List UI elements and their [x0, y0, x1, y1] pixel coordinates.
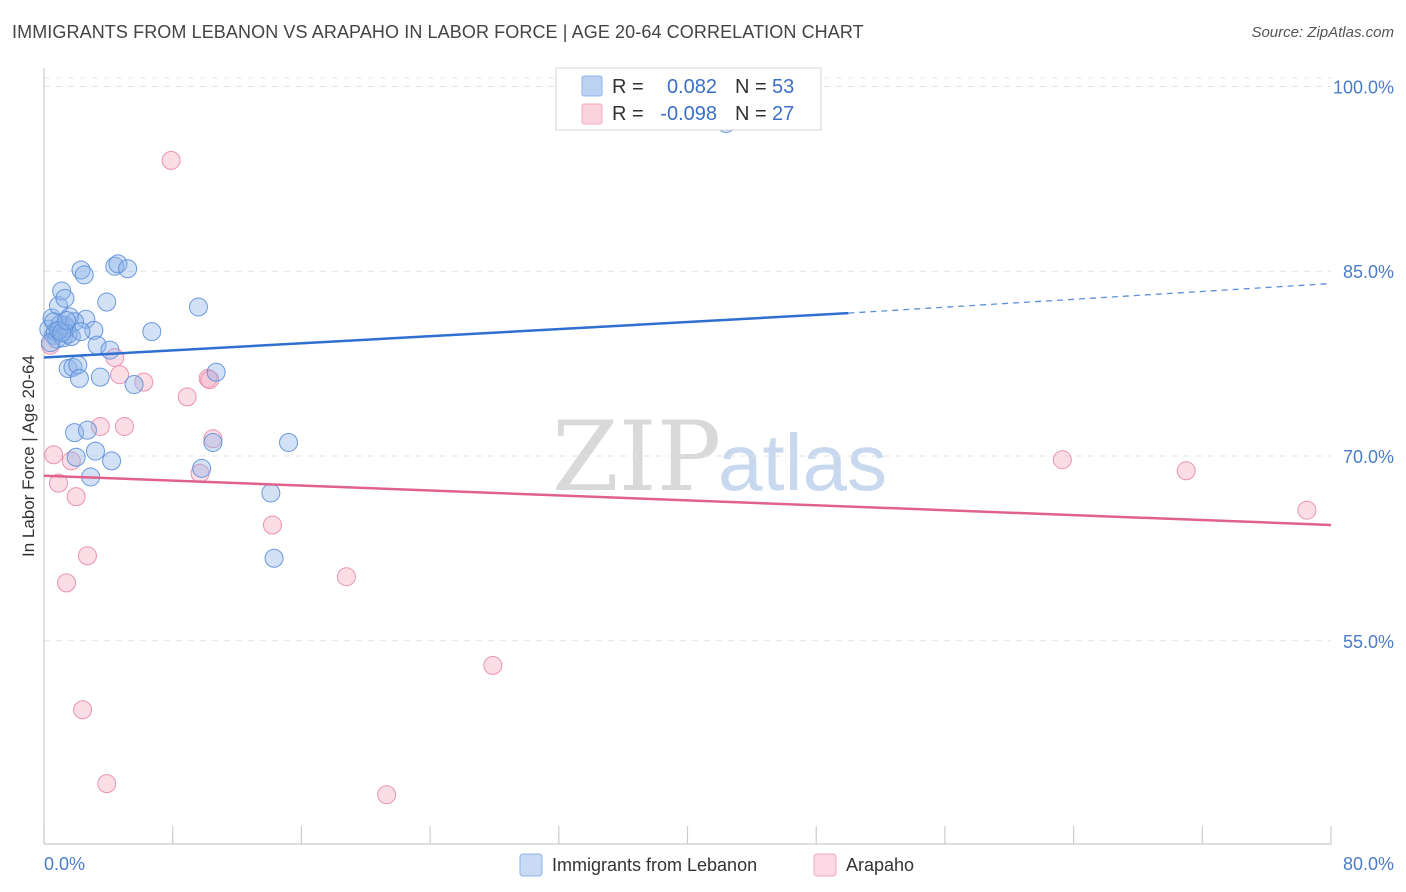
- y-tick-label: 100.0%: [1333, 77, 1394, 97]
- x-tick-label-min: 0.0%: [44, 854, 85, 874]
- point-arapaho: [97, 774, 117, 794]
- bottom-legend-label-lebanon: Immigrants from Lebanon: [552, 855, 757, 875]
- point-immigrants-from-lebanon: [100, 340, 120, 360]
- point-immigrants-from-lebanon: [102, 451, 122, 471]
- point-immigrants-from-lebanon: [142, 322, 162, 342]
- point-immigrants-from-lebanon: [124, 375, 144, 395]
- point-immigrants-from-lebanon: [77, 420, 97, 440]
- point-immigrants-from-lebanon: [69, 368, 89, 388]
- point-immigrants-from-lebanon: [48, 320, 68, 340]
- point-immigrants-from-lebanon: [55, 288, 75, 308]
- point-immigrants-from-lebanon: [66, 447, 86, 467]
- watermark-atlas: atlas: [718, 418, 887, 507]
- point-immigrants-from-lebanon: [52, 323, 72, 343]
- legend-r-value-arapaho: -0.098: [660, 103, 717, 125]
- watermark: ZIP atlas: [552, 401, 887, 513]
- legend-n-value-arapaho: 27: [772, 103, 794, 125]
- point-arapaho: [1052, 450, 1072, 470]
- x-tick-label-max: 80.0%: [1343, 854, 1394, 874]
- point-immigrants-from-lebanon: [203, 432, 223, 452]
- point-immigrants-from-lebanon: [57, 311, 77, 331]
- point-immigrants-from-lebanon: [279, 432, 299, 452]
- point-arapaho: [110, 365, 130, 385]
- bottom-legend-swatch-arapaho: [813, 853, 837, 877]
- point-arapaho: [77, 546, 97, 566]
- stats-legend: R = 0.082 N = 53 R = -0.098 N = 27: [555, 67, 822, 131]
- point-arapaho: [161, 150, 181, 170]
- point-arapaho: [177, 387, 197, 407]
- point-immigrants-from-lebanon: [261, 483, 281, 503]
- trend-line-arapaho: [43, 474, 1332, 527]
- point-immigrants-from-lebanon: [76, 309, 96, 329]
- point-immigrants-from-lebanon: [206, 362, 226, 382]
- point-immigrants-from-lebanon: [71, 322, 91, 342]
- point-arapaho: [57, 573, 77, 593]
- legend-n-label-arapaho: N =: [735, 103, 767, 125]
- point-immigrants-from-lebanon: [108, 254, 128, 274]
- x-ticks: [43, 826, 1332, 844]
- legend-r-value-lebanon: 0.082: [667, 76, 717, 98]
- y-tick-labels: 55.0% 70.0% 85.0% 100.0%: [1333, 77, 1394, 651]
- point-arapaho: [1176, 461, 1196, 481]
- point-arapaho: [377, 785, 397, 805]
- bottom-legend-swatch-lebanon: [519, 853, 543, 877]
- point-arapaho: [200, 370, 220, 390]
- point-immigrants-from-lebanon: [74, 265, 94, 285]
- point-arapaho: [44, 445, 64, 465]
- point-immigrants-from-lebanon: [90, 367, 110, 387]
- point-immigrants-from-lebanon: [65, 312, 85, 332]
- point-immigrants-from-lebanon: [192, 458, 212, 478]
- legend-n-label-lebanon: N =: [735, 76, 767, 98]
- chart-title: IMMIGRANTS FROM LEBANON VS ARAPAHO IN LA…: [12, 22, 864, 42]
- point-immigrants-from-lebanon: [188, 297, 208, 317]
- legend-swatch-lebanon: [581, 75, 603, 97]
- point-arapaho: [73, 700, 93, 720]
- data-points: [39, 113, 1317, 805]
- point-arapaho: [1297, 500, 1317, 520]
- y-tick-label: 55.0%: [1343, 632, 1394, 652]
- point-immigrants-from-lebanon: [63, 357, 83, 377]
- gridlines: [44, 77, 1331, 642]
- point-arapaho: [90, 416, 110, 436]
- source-label: Source: ZipAtlas.com: [1251, 24, 1394, 41]
- point-arapaho: [48, 473, 68, 493]
- y-tick-label: 70.0%: [1343, 447, 1394, 467]
- point-arapaho: [66, 487, 86, 507]
- series-legend: Immigrants from Lebanon Arapaho: [519, 853, 914, 877]
- point-immigrants-from-lebanon: [71, 260, 91, 280]
- point-immigrants-from-lebanon: [97, 292, 117, 312]
- point-arapaho: [262, 515, 282, 535]
- point-immigrants-from-lebanon: [264, 548, 284, 568]
- trend-line-lebanon: [43, 311, 849, 359]
- point-immigrants-from-lebanon: [85, 441, 105, 461]
- point-immigrants-from-lebanon: [118, 259, 138, 279]
- watermark-zip: ZIP: [552, 401, 721, 513]
- point-arapaho: [114, 416, 134, 436]
- bottom-legend-label-arapaho: Arapaho: [846, 855, 914, 875]
- legend-r-label-arapaho: R =: [612, 103, 644, 125]
- point-arapaho: [336, 567, 356, 587]
- point-arapaho: [483, 655, 503, 675]
- legend-r-label-lebanon: R =: [612, 76, 644, 98]
- legend-swatch-arapaho: [581, 103, 603, 125]
- y-axis-title: In Labor Force | Age 20-64: [19, 355, 38, 557]
- legend-n-value-lebanon: 53: [772, 76, 794, 98]
- trend-lines: [43, 282, 1332, 527]
- trend-line-lebanon-extension: [848, 282, 1332, 314]
- y-tick-label: 85.0%: [1343, 262, 1394, 282]
